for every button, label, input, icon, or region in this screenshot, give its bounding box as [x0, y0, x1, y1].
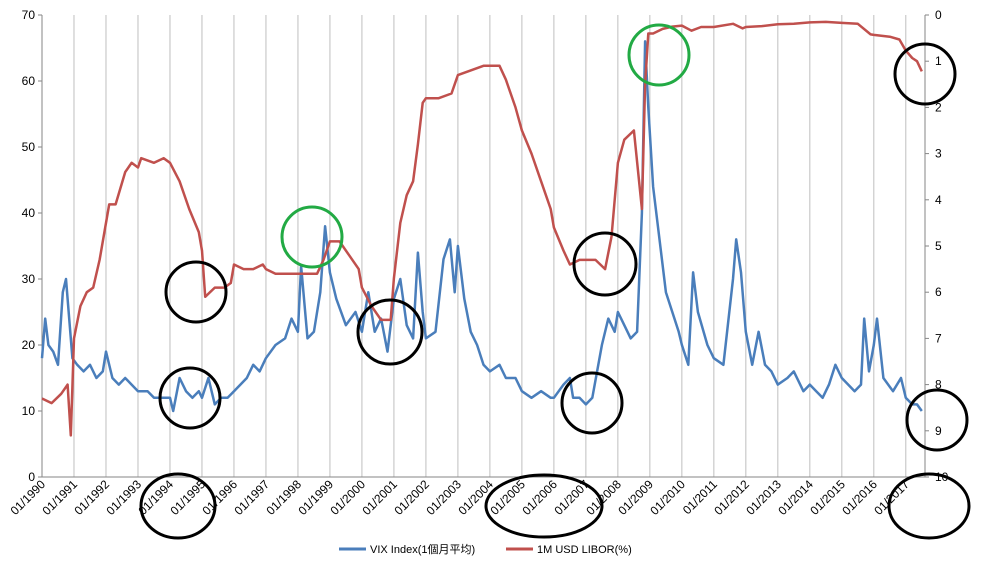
x-tick-label: 01/2010: [647, 477, 688, 518]
left-tick-label: 10: [22, 404, 36, 418]
black-annotation-circle: [356, 298, 424, 366]
legend-label-vix: VIX Index(1個月平均): [370, 543, 475, 556]
right-tick-label: 7: [935, 331, 942, 345]
left-tick-label: 0: [28, 470, 35, 484]
green-annotation-circle: [280, 205, 344, 269]
green-annotation-circle: [627, 23, 691, 87]
series-line-libor: [41, 20, 923, 437]
left-tick-label: 30: [22, 272, 36, 286]
right-tick-label: 5: [935, 239, 942, 253]
black-annotation-circle: [139, 472, 217, 540]
black-annotation-circle: [905, 388, 969, 452]
black-annotation-circle: [484, 473, 604, 539]
right-tick-label: 0: [935, 8, 942, 22]
series-line-vix: [40, 40, 923, 413]
legend-label-libor: 1M USD LIBOR(%): [537, 544, 632, 556]
black-annotation-circle: [164, 260, 228, 324]
left-tick-label: 20: [22, 338, 36, 352]
axis-layer: 01/199001/199101/199201/199301/199401/19…: [8, 8, 949, 518]
right-tick-label: 9: [935, 424, 942, 438]
right-tick-label: 3: [935, 147, 942, 161]
left-tick-label: 50: [22, 140, 36, 154]
left-tick-label: 40: [22, 206, 36, 220]
right-tick-label: 1: [935, 54, 942, 68]
right-tick-label: 8: [935, 378, 942, 392]
right-tick-label: 6: [935, 285, 942, 299]
left-tick-label: 60: [22, 74, 36, 88]
left-tick-label: 70: [22, 8, 36, 22]
black-annotation-circle: [158, 366, 222, 430]
series-layer: [40, 20, 923, 437]
black-annotation-circle: [887, 472, 971, 540]
black-annotation-circle: [572, 231, 638, 297]
black-annotation-circle: [560, 371, 624, 435]
right-tick-label: 2: [935, 100, 942, 114]
black-annotation-circle: [893, 42, 957, 106]
right-tick-label: 4: [935, 193, 942, 207]
legend: VIX Index(1個月平均) 1M USD LIBOR(%): [339, 543, 632, 556]
annotation-layer: [139, 23, 971, 540]
